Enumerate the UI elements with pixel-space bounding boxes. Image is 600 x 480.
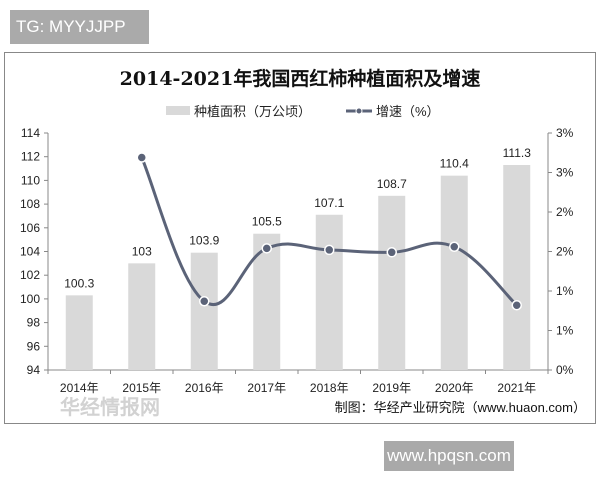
bar-2019年 xyxy=(378,195,406,370)
left-tick-label: 106 xyxy=(20,221,40,235)
growth-point xyxy=(449,241,460,253)
legend-line-label: 增速（%） xyxy=(376,104,440,119)
legend-bar-label: 种植面积（万公顷） xyxy=(194,104,311,119)
left-tick-label: 112 xyxy=(21,150,40,164)
x-tick-label: 2019年 xyxy=(372,381,411,395)
x-tick-label: 2020年 xyxy=(435,381,474,395)
legend: 种植面积（万公顷） 增速（%） xyxy=(166,104,440,119)
growth-point xyxy=(261,243,272,254)
right-tick-label: 2% xyxy=(556,245,574,259)
left-tick-label: 110 xyxy=(21,173,40,187)
left-tick-label: 98 xyxy=(27,316,41,330)
x-tick-label: 2016年 xyxy=(185,381,224,395)
growth-point xyxy=(386,247,397,258)
x-tick-label: 2014年 xyxy=(60,381,99,395)
left-tick-label: 114 xyxy=(21,126,40,140)
bar-value-label: 103 xyxy=(132,244,152,258)
x-tick-label: 2018年 xyxy=(310,381,349,395)
right-tick-label: 3% xyxy=(556,126,574,140)
bar-value-label: 111.3 xyxy=(503,146,532,160)
left-tick-label: 96 xyxy=(27,339,41,353)
chart-title: 2014-2021年我国西红柿种植面积及增速 xyxy=(120,67,481,90)
growth-point xyxy=(324,244,335,256)
site-watermark: www.hpqsn.com xyxy=(384,441,514,471)
growth-point xyxy=(199,296,210,307)
chart-watermark: 华经情报网 xyxy=(60,395,160,419)
left-tick-label: 94 xyxy=(27,363,41,377)
bar-2015年 xyxy=(128,263,156,370)
bar-value-label: 110.4 xyxy=(440,157,469,171)
left-tick-label: 108 xyxy=(20,197,40,211)
left-tick-label: 100 xyxy=(20,292,40,306)
right-tick-label: 0% xyxy=(556,363,574,377)
bar-2014年 xyxy=(65,295,93,370)
bar-value-label: 108.7 xyxy=(377,177,407,191)
source-note: 制图：华经产业研究院（www.huaon.com） xyxy=(335,400,586,415)
x-tick-label: 2017年 xyxy=(247,381,286,395)
right-tick-label: 1% xyxy=(556,324,574,338)
growth-point xyxy=(511,299,522,311)
bar-2018年 xyxy=(315,214,343,370)
bar-value-label: 107.1 xyxy=(314,196,344,210)
left-tick-label: 102 xyxy=(20,268,40,282)
x-tick-label: 2015年 xyxy=(122,381,161,395)
growth-point xyxy=(136,152,147,163)
left-tick-label: 104 xyxy=(20,245,40,259)
chart-frame xyxy=(4,52,596,424)
bar-2020年 xyxy=(440,175,468,370)
right-tick-label: 1% xyxy=(556,284,574,298)
bar-2021年 xyxy=(503,164,531,370)
legend-bar-swatch xyxy=(166,106,190,115)
right-tick-label: 3% xyxy=(556,166,574,180)
bar-value-label: 103.9 xyxy=(189,234,219,248)
bar-value-label: 105.5 xyxy=(252,215,282,229)
legend-line-marker xyxy=(355,107,363,115)
bar-value-label: 100.3 xyxy=(64,276,94,290)
tg-badge: TG: MYYJJPP xyxy=(10,10,149,44)
x-tick-label: 2021年 xyxy=(497,381,536,395)
bar-2016年 xyxy=(190,252,218,370)
right-tick-label: 2% xyxy=(556,205,574,219)
